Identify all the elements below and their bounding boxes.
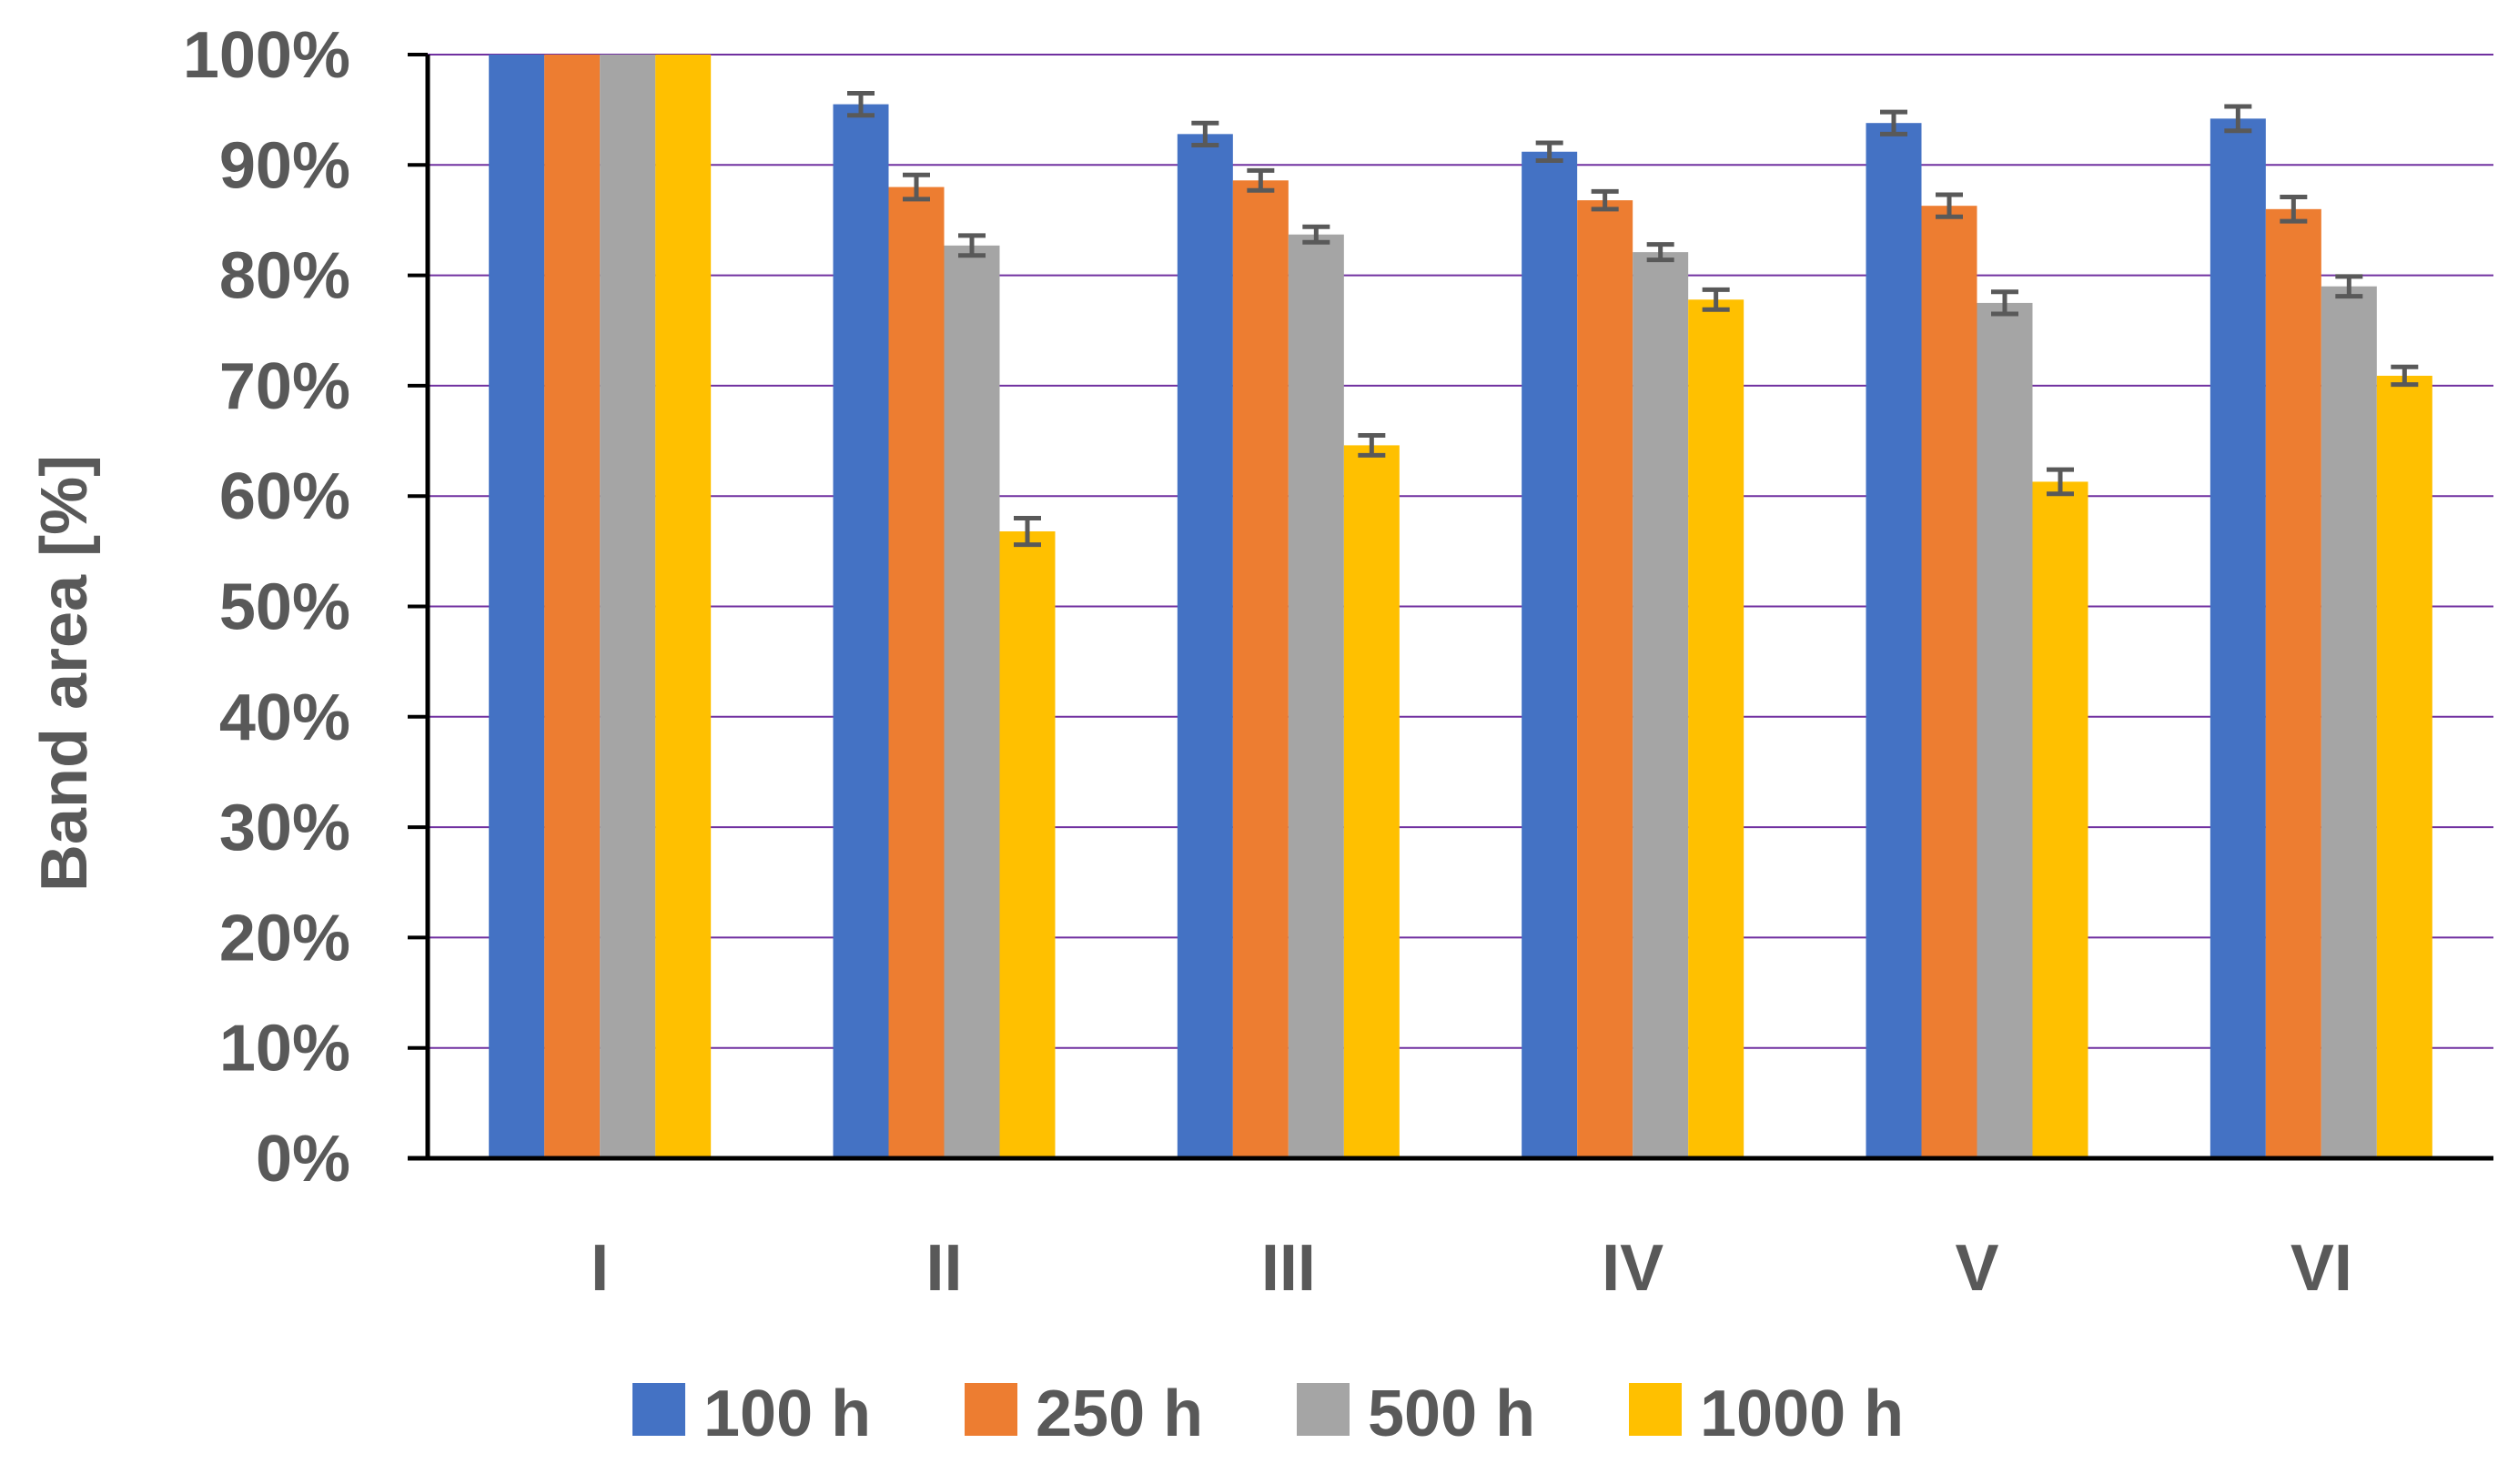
legend-swatch xyxy=(965,1383,1017,1436)
axes xyxy=(408,53,2493,1161)
bar-100h-V xyxy=(1866,123,1922,1158)
bar-250h-IV xyxy=(1577,200,1633,1159)
x-category-label: VI xyxy=(2290,1232,2352,1305)
y-tick-labels: 0% 10% 20% 30% 40% 50% 60% 70% 80% 90% 100% xyxy=(183,19,350,1196)
bar-500h-V xyxy=(1977,302,2033,1158)
x-category-label: V xyxy=(1955,1232,1998,1305)
bars xyxy=(489,55,2432,1159)
legend: 100 h 250 h 500 h 1000 h xyxy=(632,1378,1904,1450)
y-tick-label: 40% xyxy=(219,681,350,754)
legend-label: 250 h xyxy=(1036,1378,1203,1450)
y-tick-label: 20% xyxy=(219,902,350,974)
legend-swatch xyxy=(1629,1383,1682,1436)
bar-250h-I xyxy=(544,55,601,1158)
x-category-label: IV xyxy=(1602,1232,1663,1305)
legend-label: 500 h xyxy=(1368,1378,1535,1450)
bar-1000h-VI xyxy=(2376,375,2432,1158)
y-tick-label: 100% xyxy=(183,19,350,92)
y-tick-label: 30% xyxy=(219,792,350,864)
y-tick-label: 10% xyxy=(219,1013,350,1085)
bar-500h-VI xyxy=(2321,286,2377,1159)
bar-500h-I xyxy=(600,55,656,1158)
y-tick-label: 80% xyxy=(219,240,350,313)
bar-500h-III xyxy=(1288,234,1344,1158)
bar-250h-V xyxy=(1921,206,1977,1158)
error-bars xyxy=(847,90,2419,548)
y-tick-label: 70% xyxy=(219,350,350,423)
y-tick-label: 60% xyxy=(219,460,350,533)
gridlines xyxy=(428,54,2493,1049)
bar-250h-VI xyxy=(2265,208,2321,1158)
bar-100h-II xyxy=(833,104,889,1159)
bar-100h-I xyxy=(489,55,545,1158)
x-category-label: III xyxy=(1261,1232,1316,1305)
y-tick-label: 0% xyxy=(256,1123,350,1196)
legend-swatch xyxy=(1297,1383,1350,1436)
bar-1000h-III xyxy=(1343,445,1400,1159)
y-tick-label: 50% xyxy=(219,571,350,644)
bar-500h-IV xyxy=(1633,252,1689,1158)
legend-swatch xyxy=(632,1383,685,1436)
bar-100h-III xyxy=(1177,134,1233,1159)
bar-100h-VI xyxy=(2210,118,2266,1158)
bar-1000h-II xyxy=(999,531,1056,1158)
x-category-labels: I II III IV V VI xyxy=(591,1232,2352,1305)
bar-250h-II xyxy=(888,187,945,1158)
bar-1000h-IV xyxy=(1688,299,1744,1158)
bar-100h-IV xyxy=(1522,151,1578,1158)
bar-1000h-V xyxy=(2032,481,2088,1158)
bar-500h-II xyxy=(944,245,1000,1158)
x-category-label: I xyxy=(591,1232,609,1305)
bar-1000h-I xyxy=(655,55,712,1158)
legend-label: 100 h xyxy=(703,1378,871,1450)
legend-label: 1000 h xyxy=(1700,1378,1904,1450)
bar-250h-III xyxy=(1232,180,1289,1159)
y-tick-label: 90% xyxy=(219,129,350,202)
y-axis-title: Band area [%] xyxy=(28,455,101,892)
x-category-label: II xyxy=(925,1232,962,1305)
